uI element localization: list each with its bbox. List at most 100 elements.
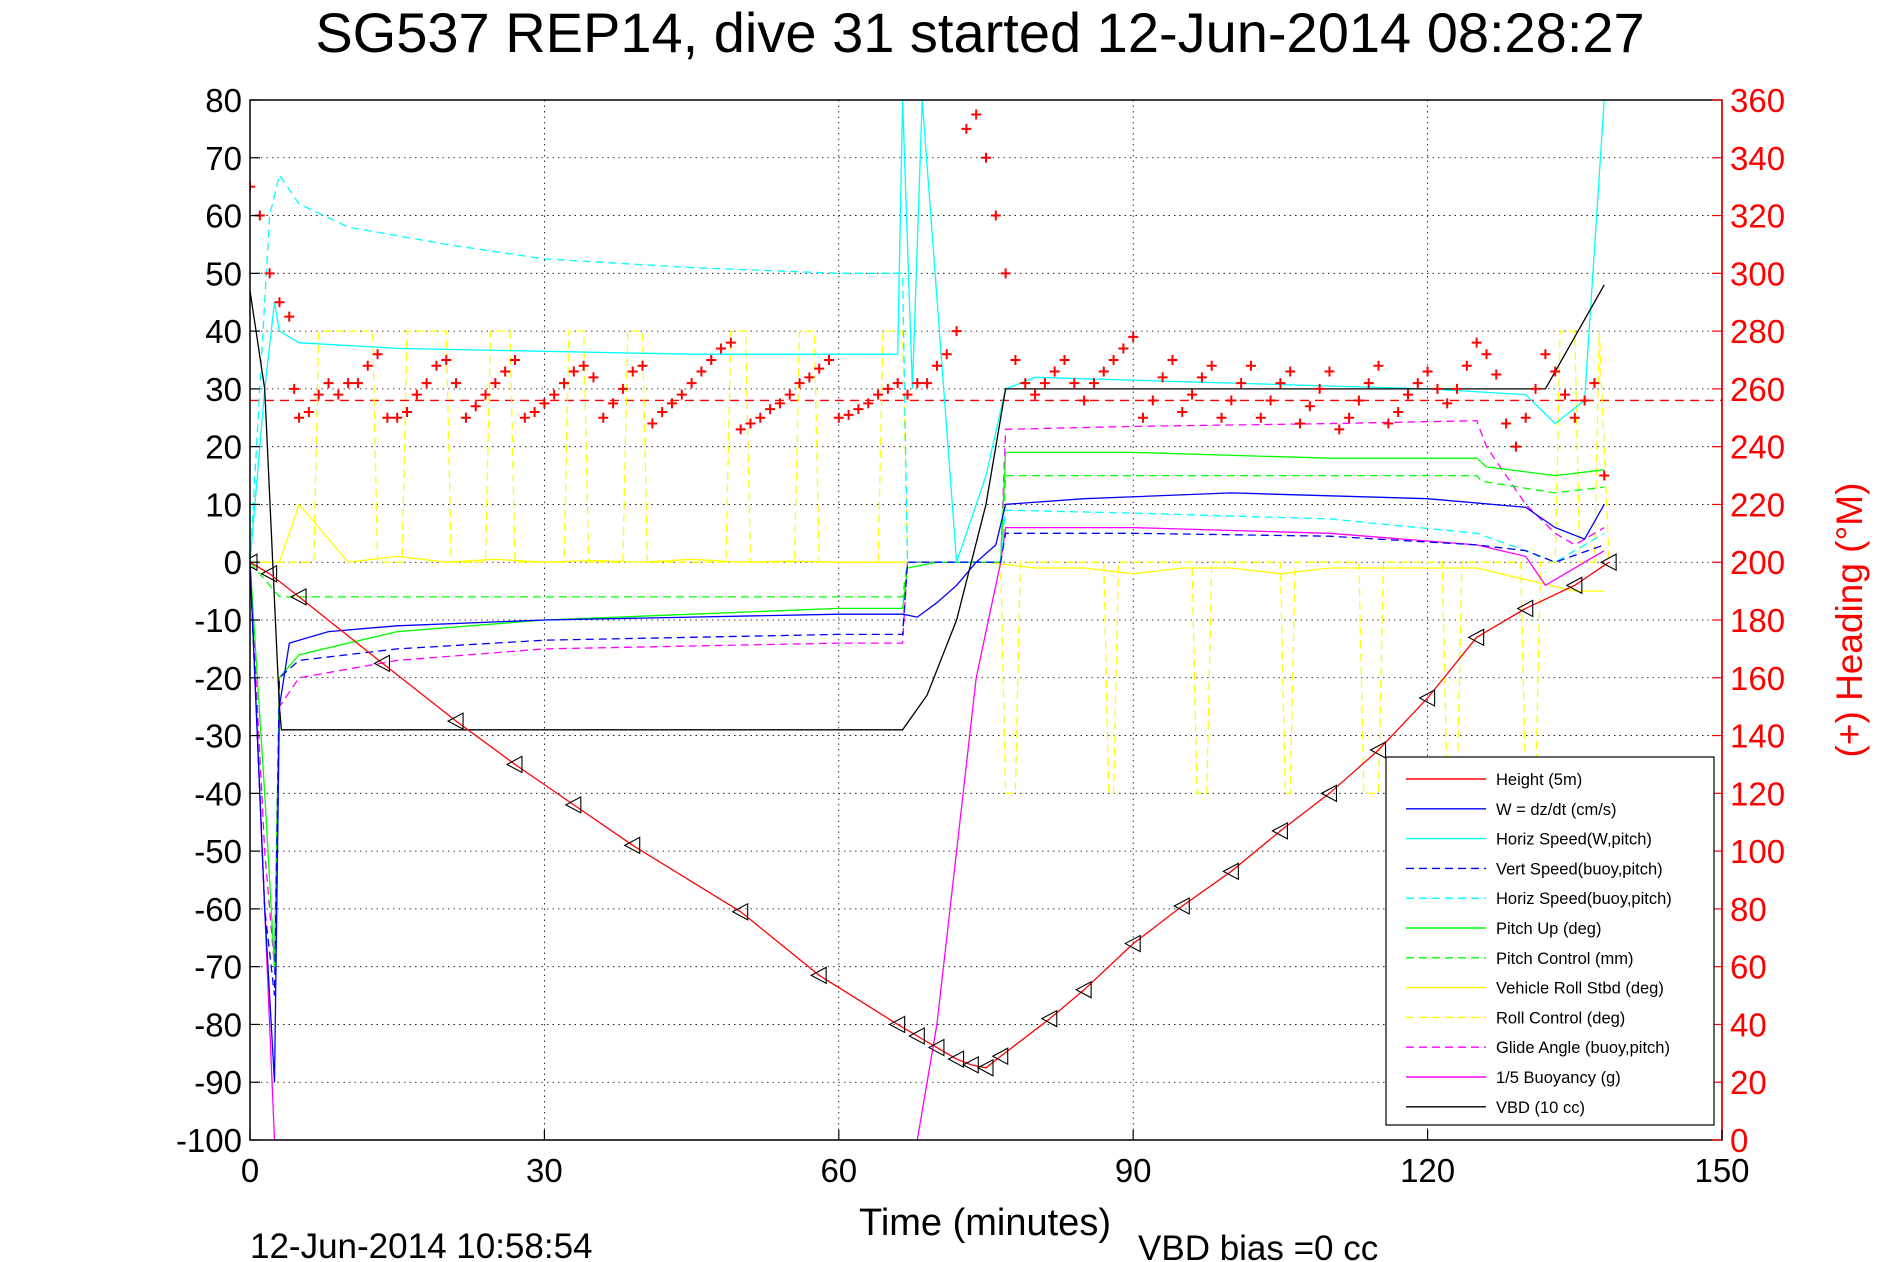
heading-marker bbox=[509, 355, 520, 365]
height-marker bbox=[1320, 784, 1338, 803]
heading-marker bbox=[755, 412, 766, 423]
heading-marker bbox=[951, 326, 962, 337]
heading-marker bbox=[647, 418, 658, 429]
heading-marker bbox=[1304, 401, 1315, 412]
series-line-horiz-speed-w bbox=[250, 100, 1605, 563]
heading-marker bbox=[392, 412, 403, 423]
heading-marker bbox=[971, 109, 982, 120]
height-marker bbox=[623, 836, 641, 855]
heading-marker bbox=[500, 366, 511, 377]
y-axis-right: 3603403203002802602402202001801601401201… bbox=[1712, 82, 1785, 1159]
height-marker bbox=[947, 1050, 965, 1069]
legend-label: Roll Control (deg) bbox=[1496, 1009, 1625, 1027]
heading-marker bbox=[1255, 412, 1266, 423]
heading-marker bbox=[902, 389, 913, 400]
legend-label: VBD (10 cc) bbox=[1496, 1099, 1585, 1117]
heading-marker bbox=[1599, 470, 1610, 481]
height-marker bbox=[1173, 897, 1190, 915]
heading-marker bbox=[333, 389, 344, 400]
heading-marker bbox=[1167, 355, 1178, 365]
heading-marker bbox=[1324, 366, 1335, 377]
height-marker bbox=[1074, 980, 1092, 999]
y-right-tick-label: 80 bbox=[1730, 891, 1767, 928]
heading-marker bbox=[1236, 378, 1247, 389]
chart-title: SG537 REP14, dive 31 started 12-Jun-2014… bbox=[315, 1, 1644, 64]
legend-label: Glide Angle (buoy,pitch) bbox=[1496, 1039, 1670, 1057]
heading-marker bbox=[784, 389, 795, 400]
legend-item-vert-speed-buoy: Vert Speed(buoy,pitch) bbox=[1406, 860, 1663, 878]
heading-marker bbox=[627, 366, 638, 377]
footer-timestamp: 12-Jun-2014 10:58:54 bbox=[250, 1227, 593, 1262]
legend-label: Pitch Up (deg) bbox=[1496, 920, 1601, 938]
heading-marker bbox=[912, 378, 923, 389]
y-right-tick-label: 60 bbox=[1730, 949, 1767, 986]
y-tick-label: 0 bbox=[224, 544, 242, 581]
heading-marker bbox=[892, 378, 903, 389]
heading-marker bbox=[1216, 412, 1227, 423]
height-marker bbox=[289, 587, 307, 606]
y-tick-label: 10 bbox=[205, 486, 242, 523]
y-tick-label: -80 bbox=[194, 1006, 242, 1043]
heading-marker bbox=[814, 363, 825, 374]
heading-marker bbox=[990, 210, 1001, 221]
heading-marker bbox=[1491, 369, 1502, 380]
heading-marker bbox=[1138, 412, 1149, 423]
y-right-tick-label: 340 bbox=[1730, 140, 1785, 177]
y-tick-label: -50 bbox=[194, 833, 242, 870]
heading-marker bbox=[981, 152, 991, 163]
heading-marker bbox=[274, 297, 285, 308]
series-pitch-control bbox=[250, 474, 1605, 598]
height-marker bbox=[1516, 599, 1534, 618]
heading-marker bbox=[1157, 372, 1168, 383]
heading-marker bbox=[313, 389, 324, 400]
heading-marker bbox=[1481, 349, 1492, 360]
heading-marker bbox=[1363, 378, 1374, 389]
heading-marker bbox=[1020, 378, 1031, 389]
heading-marker bbox=[1373, 360, 1384, 371]
heading-marker bbox=[1461, 360, 1472, 371]
height-marker bbox=[1124, 934, 1141, 953]
heading-marker bbox=[1550, 366, 1561, 377]
legend-label: Height (5m) bbox=[1496, 771, 1582, 789]
heading-marker bbox=[716, 343, 727, 354]
height-marker bbox=[1599, 553, 1617, 572]
height-marker bbox=[1418, 689, 1436, 707]
heading-marker bbox=[1353, 395, 1364, 406]
y-tick-label: -70 bbox=[194, 949, 242, 986]
height-marker bbox=[1271, 821, 1288, 840]
y-tick-label: -10 bbox=[194, 602, 242, 639]
heading-marker bbox=[441, 355, 452, 365]
height-marker bbox=[260, 564, 278, 583]
heading-marker bbox=[402, 407, 413, 417]
y-tick-label: 80 bbox=[205, 82, 242, 119]
height-marker bbox=[731, 902, 749, 921]
heading-marker bbox=[1147, 395, 1158, 406]
y-right-tick-label: 100 bbox=[1730, 833, 1785, 870]
heading-marker bbox=[657, 407, 668, 417]
series-horiz-speed-buoy bbox=[250, 173, 1605, 563]
heading-marker bbox=[480, 389, 491, 400]
heading-marker bbox=[1118, 343, 1129, 354]
heading-marker bbox=[372, 349, 383, 360]
heading-marker bbox=[1442, 398, 1453, 409]
heading-marker bbox=[1422, 366, 1433, 377]
y-right-tick-label: 280 bbox=[1730, 313, 1785, 350]
y-axis-left: 80 70 60 50 40 30 20 10 0 -10 -20 -30 -40 -50 -60 -70 -8… bbox=[176, 82, 260, 1159]
heading-marker bbox=[1402, 389, 1413, 400]
heading-marker bbox=[470, 401, 481, 412]
x-tick-label: 30 bbox=[526, 1152, 563, 1189]
height-marker bbox=[1369, 741, 1387, 759]
heading-marker bbox=[1069, 378, 1080, 389]
heading-marker bbox=[931, 360, 942, 371]
series-horiz-speed-w bbox=[250, 100, 1605, 563]
y-tick-label: -100 bbox=[176, 1122, 242, 1159]
height-marker bbox=[927, 1038, 945, 1057]
heading-marker bbox=[1510, 441, 1521, 452]
heading-marker bbox=[490, 378, 501, 389]
series-layer bbox=[250, 100, 1617, 1140]
legend-label: Pitch Control (mm) bbox=[1496, 950, 1634, 968]
series-line-pitch-up bbox=[250, 451, 1605, 967]
legend: Height (5m) W = dz/dt (cm/s) Horiz Speed(W… bbox=[1385, 756, 1715, 1126]
height-marker bbox=[908, 1027, 925, 1045]
heading-marker bbox=[1196, 372, 1207, 383]
